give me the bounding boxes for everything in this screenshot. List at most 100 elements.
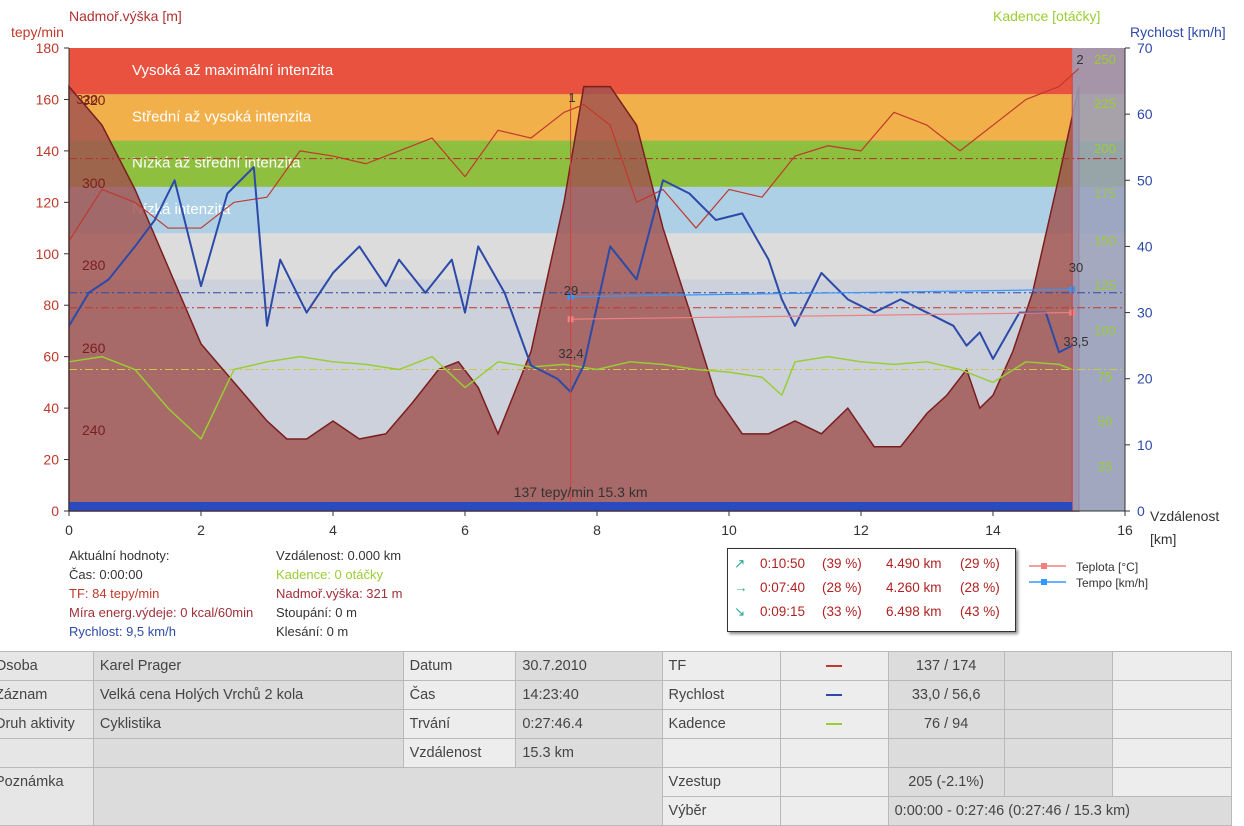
- empty-cell: [1112, 651, 1232, 681]
- empty-cell: [1003, 651, 1114, 681]
- date-value: 30.7.2010: [515, 651, 663, 681]
- distance-axis-title: Vzdálenost: [1150, 508, 1220, 524]
- hr-tick-label: 180: [36, 40, 60, 56]
- zone-label: Vysoká až maximální intenzita: [132, 62, 334, 79]
- distance-axis-unit: [km]: [1150, 531, 1177, 547]
- hr-tick-label: 0: [51, 503, 59, 519]
- cadence-tick-label: 100: [1094, 323, 1116, 338]
- empty-cell: [92, 738, 404, 768]
- empty-cell: [1003, 738, 1114, 768]
- speed-tick-label: 60: [1137, 106, 1153, 122]
- hr-value: 137 / 174: [887, 651, 1005, 681]
- current-energy: Míra energ.výdeje: 0 kcal/60min: [69, 605, 254, 620]
- speed-tick-label: 10: [1137, 437, 1153, 453]
- cadence-label: Kadence: [661, 709, 782, 739]
- stats-row-down: ↘ 0:09:15 (33 %) 6.498 km (43 %): [728, 604, 1015, 626]
- empty-cell: [780, 796, 889, 826]
- zone-label: Nízká až střední intenzita: [132, 155, 301, 172]
- summary-table: Osoba Karel Prager Datum 30.7.2010 TF 13…: [0, 651, 1233, 826]
- hr-tick-label: 60: [43, 349, 59, 365]
- stat-distance: 4.490 km: [886, 556, 942, 571]
- distance-tick-label: 4: [329, 522, 337, 538]
- cadence-legend-line: [780, 709, 889, 739]
- current-altitude: Nadmoř.výška: 321 m: [276, 586, 403, 601]
- selection-label: Výběr: [661, 796, 782, 826]
- hr-line: [68, 68, 1080, 242]
- date-label: Datum: [402, 651, 517, 681]
- legend-tempo: Tempo [km/h]: [1076, 576, 1149, 590]
- altitude-tick-label: 280: [82, 257, 106, 273]
- speed-tick-label: 70: [1137, 40, 1153, 56]
- speed-tick-label: 40: [1137, 238, 1153, 254]
- table-row: Druh aktivity Cyklistika Trvání 0:27:46.…: [0, 709, 1232, 739]
- empty-cell: [1112, 680, 1232, 710]
- cadence-value: 76 / 94: [887, 709, 1005, 739]
- speed-tick-label: 50: [1137, 172, 1153, 188]
- annotation: 30: [1069, 260, 1083, 275]
- speed-tick-label: 30: [1137, 305, 1153, 321]
- stat-time-pct: (39 %): [822, 556, 862, 571]
- temperature-swatch-marker: [1041, 563, 1047, 569]
- distance-tick-label: 12: [853, 522, 869, 538]
- cadence-tick-label: 25: [1098, 459, 1112, 474]
- arrow-down-right-icon: ↘: [734, 604, 746, 619]
- speed-tick-label: 20: [1137, 371, 1153, 387]
- annotation: 29: [564, 283, 578, 298]
- zone-label: Střední až vysoká intenzita: [132, 108, 312, 125]
- table-row: Vzdálenost 15.3 km: [0, 738, 1232, 768]
- empty-cell: [780, 738, 889, 768]
- hr-tick-label: 40: [43, 400, 59, 416]
- unselected-region: [1072, 48, 1125, 511]
- speed-value: 33,0 / 56,6: [887, 680, 1005, 710]
- distance-tick-label: 16: [1117, 522, 1133, 538]
- empty-cell: [1003, 767, 1114, 797]
- cadence-line: [68, 355, 1073, 440]
- distance-tick-label: 6: [461, 522, 469, 538]
- stat-distance-pct: (29 %): [960, 556, 1000, 571]
- stat-distance: 6.498 km: [886, 604, 942, 619]
- hr-tick-label: 80: [43, 297, 59, 313]
- speed-tick-label: 0: [1137, 503, 1145, 519]
- current-values-heading: Aktuální hodnoty:: [69, 548, 170, 563]
- table-row: Poznámka Vzestup 205 (-2.1%): [0, 767, 1232, 826]
- altitude-tick-label: 260: [82, 340, 106, 356]
- selection-value: 0:00:00 - 0:27:46 (0:27:46 / 15.3 km): [887, 796, 1233, 826]
- activity-chart[interactable]: Vysoká až maximální intenzita Střední až …: [0, 0, 1244, 560]
- current-time: Čas: 0:00:00: [69, 567, 143, 582]
- distance-tick-label: 14: [985, 522, 1001, 538]
- altitude-axis-title: Nadmoř.výška [m]: [69, 8, 182, 24]
- empty-cell: [1003, 709, 1114, 739]
- stat-time-pct: (28 %): [822, 580, 862, 595]
- time-value: 14:23:40: [515, 680, 663, 710]
- activity-label: Druh aktivity: [0, 709, 94, 739]
- empty-cell: [661, 738, 782, 768]
- cadence-tick-label: 75: [1098, 369, 1112, 384]
- stat-distance: 4.260 km: [886, 580, 942, 595]
- arrow-up-right-icon: ↗: [734, 556, 746, 571]
- current-cadence: Kadence: 0 otáčky: [276, 567, 383, 582]
- altitude-tick-label: 320: [82, 92, 106, 108]
- altitude-tick-label: 240: [82, 422, 106, 438]
- hr-tick-label: 140: [36, 143, 60, 159]
- note-value[interactable]: [92, 767, 663, 826]
- empty-cell: [1112, 738, 1232, 768]
- distance-label: Vzdálenost: [402, 738, 517, 768]
- current-speed: Rychlost: 9,5 km/h: [69, 624, 176, 639]
- annotation: 1: [568, 90, 575, 105]
- cadence-tick-label: 175: [1094, 186, 1116, 201]
- table-row: Záznam Velká cena Holých Vrchů 2 kola Ča…: [0, 680, 1232, 710]
- current-ascent: Stoupání: 0 m: [276, 605, 357, 620]
- cadence-tick-label: 225: [1094, 96, 1116, 111]
- current-distance: Vzdálenost: 0.000 km: [276, 548, 402, 563]
- tempo-line: [570, 288, 1073, 298]
- cadence-tick-label: 125: [1094, 278, 1116, 293]
- activity-value: Cyklistika: [92, 709, 404, 739]
- annotation: 32,4: [558, 346, 583, 361]
- distance-tick-label: 2: [197, 522, 205, 538]
- hr-axis-unit: tepy/min: [11, 24, 64, 40]
- speed-legend-line: [780, 680, 889, 710]
- cadence-tick-label: 200: [1094, 141, 1116, 156]
- duration-value: 0:27:46.4: [515, 709, 663, 739]
- hr-tick-label: 20: [43, 452, 59, 468]
- record-label: Záznam: [0, 680, 94, 710]
